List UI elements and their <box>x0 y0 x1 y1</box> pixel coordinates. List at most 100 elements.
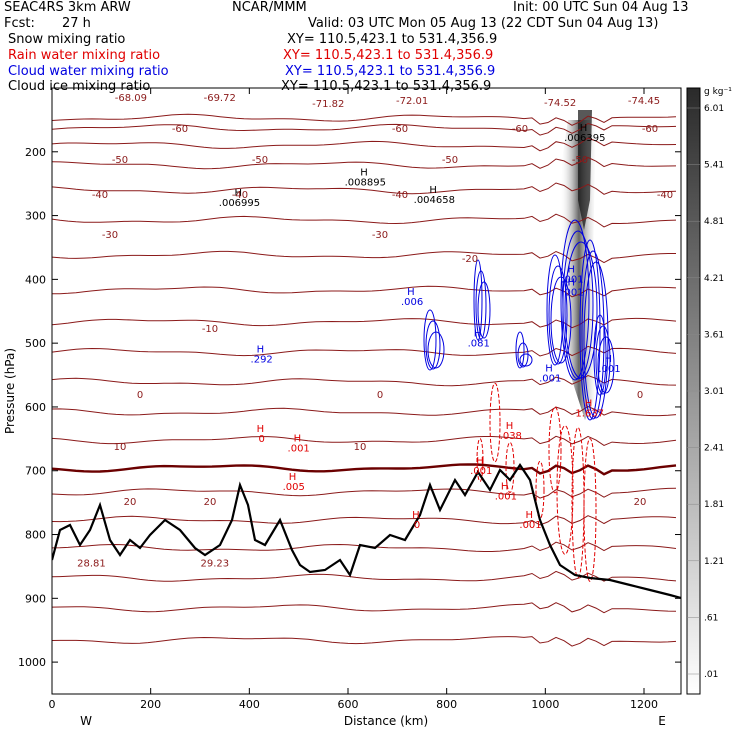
cloud-water-contour <box>425 320 441 370</box>
isotherm-label: 20 <box>634 497 647 508</box>
y-axis-label: Pressure (hPa) <box>3 348 17 434</box>
cloud-water-contour <box>477 281 491 339</box>
rain-contour <box>571 427 585 578</box>
cloud-water-contour <box>564 241 598 379</box>
isotherm <box>52 113 677 126</box>
cloud-water-contour <box>519 353 533 367</box>
organization: NCAR/MMM <box>232 0 307 15</box>
colorbar-label: .61 <box>704 613 718 623</box>
rain-max-label-marker: H <box>476 456 484 467</box>
x-tick-label: 1000 <box>531 698 559 711</box>
rain-contour <box>505 442 515 493</box>
rain-max-label: .005 <box>283 482 305 493</box>
isotherm-label: -20 <box>462 254 478 265</box>
rain-contours <box>476 382 597 582</box>
plot-frame <box>51 87 682 695</box>
cloud-water-contour <box>517 342 529 368</box>
y-tick-label: 900 <box>25 592 46 605</box>
isotherm <box>52 636 677 647</box>
isotherm-label: -30 <box>372 230 388 241</box>
colorbar-label: 1.21 <box>704 557 724 567</box>
isotherm-label: 10 <box>114 442 127 453</box>
isotherm <box>52 137 677 152</box>
snow-max-label-marker: H <box>429 185 437 196</box>
field-snow-name: Snow mixing ratio <box>8 32 126 47</box>
x-tick-label: 400 <box>239 698 260 711</box>
cloud-water-max-label: .001 <box>561 287 583 298</box>
colorbar-label: 6.01 <box>704 104 724 114</box>
rain-contour <box>535 460 545 520</box>
isotherm <box>52 345 677 357</box>
cloud-water-contour <box>562 230 594 380</box>
cloud-water-max-label-marker: H <box>257 344 265 355</box>
isotherm-label: -60 <box>392 124 408 135</box>
temperature-contours <box>52 113 677 647</box>
rain-max-label-marker: H <box>526 510 534 521</box>
cloud-water-max-label-marker: H <box>407 287 415 298</box>
temperature-extremum-label: -71.82 <box>312 99 344 110</box>
y-tick-label: 700 <box>25 465 46 478</box>
colorbar-label: 3.01 <box>704 387 724 397</box>
west-label: W <box>80 714 92 728</box>
cloud-water-max-label: .001 <box>561 275 583 286</box>
rain-contour <box>556 425 574 555</box>
colorbar-label: 1.81 <box>704 500 724 510</box>
isotherm <box>52 570 677 582</box>
rain-contour <box>583 438 597 582</box>
forecast-hour: 27 h <box>62 16 91 31</box>
isotherm-label: -60 <box>172 124 188 135</box>
cloud-water-max-label-marker: H <box>567 265 575 276</box>
temperature-extremum-label: -69.72 <box>204 93 236 104</box>
x-tick-label: 800 <box>436 698 457 711</box>
y-tick-label: 800 <box>25 529 46 542</box>
forecast-label: Fcst: <box>4 16 35 31</box>
y-tick-label: 1000 <box>18 656 46 669</box>
cloud-water-max-label: .006 <box>401 297 423 308</box>
snow-max-label: .004658 <box>414 195 455 206</box>
temperature-extremum-label: -68.09 <box>115 93 147 104</box>
snow-max-label-marker: H <box>580 123 588 134</box>
cloud-water-max-label-marker: H <box>604 354 612 365</box>
isotherm <box>52 317 677 329</box>
zero-isotherm <box>52 463 677 476</box>
isotherm-label: 0 <box>137 390 143 401</box>
field-cloudice-xy: XY= 110.5,423.1 to 531.4,356.9 <box>281 79 492 94</box>
y-tick-label: 400 <box>25 273 46 286</box>
isotherm <box>52 602 677 614</box>
cloud-water-contour <box>581 250 605 420</box>
x-tick-label: 200 <box>140 698 161 711</box>
isotherm <box>52 213 677 228</box>
field-rain-name: Rain water mixing ratio <box>8 48 161 63</box>
isotherm-label: 20 <box>124 497 137 508</box>
rain-max-label-marker: H <box>294 434 302 445</box>
isotherm-label: -60 <box>642 124 658 135</box>
snow-max-label-marker: H <box>234 188 242 199</box>
cloud-water-contour <box>427 331 445 369</box>
contour-labels: -68.09 -69.72 -71.82 -72.01 -74.52 -74.45 28.8… <box>77 93 673 570</box>
x-tick-label: 600 <box>338 698 359 711</box>
terrain-line <box>52 463 681 600</box>
rain-contour <box>489 382 501 463</box>
cloud-water-max-label-marker: H <box>474 328 482 339</box>
init-time: Init: 00 UTC Sun 04 Aug 13 <box>513 0 689 15</box>
isotherm <box>52 435 677 446</box>
colorbar-label: 5.41 <box>704 161 724 171</box>
temperature-extremum-label: -74.52 <box>544 98 576 109</box>
isotherm-label: 0 <box>637 390 643 401</box>
rain-max-label-marker: H <box>289 472 297 483</box>
rain-max-label-marker: H <box>257 424 265 435</box>
isotherm-label: -50 <box>112 155 128 166</box>
temperature-extremum-label: -74.45 <box>628 96 660 107</box>
cloud-water-contour <box>423 309 437 371</box>
y-tick-label: 600 <box>25 401 46 414</box>
field-snow-xy: XY= 110.5,423.1 to 531.4,356.9 <box>287 32 498 47</box>
isotherm <box>52 156 677 170</box>
colorbar-ticks: .01 .61 1.21 1.81 2.41 3.01 3.61 4.21 4.81 5.41 6.… <box>687 104 724 680</box>
rain-max-label: .001 <box>495 491 517 502</box>
cloud-water-contour <box>473 259 483 341</box>
isotherm-label: 0 <box>377 390 383 401</box>
cloud-water-max-label: .001 <box>598 364 620 375</box>
isotherm-label: -30 <box>102 230 118 241</box>
y-tick-label: 300 <box>25 210 46 223</box>
colorbar-label: .01 <box>704 670 718 680</box>
